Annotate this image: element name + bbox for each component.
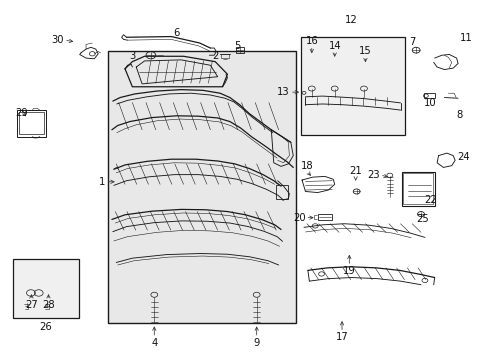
Text: 26: 26 [39, 322, 52, 332]
Bar [13, 259, 79, 318]
Bar [401, 172, 434, 206]
Text: 17: 17 [335, 332, 347, 342]
Bar [423, 93, 434, 98]
Text: 8: 8 [455, 111, 461, 121]
Text: 21: 21 [348, 166, 361, 176]
Text: 20: 20 [292, 213, 305, 222]
Text: 7: 7 [409, 37, 415, 47]
Text: 23: 23 [366, 170, 379, 180]
Bar [235, 47, 243, 53]
Bar [302, 90, 312, 96]
Text: 19: 19 [342, 266, 355, 276]
Text: 2: 2 [212, 51, 218, 61]
Text: 1: 1 [99, 177, 105, 187]
Text: 9: 9 [253, 338, 259, 348]
Bar [17, 110, 46, 137]
Text: 25: 25 [415, 215, 428, 224]
Bar [19, 112, 43, 134]
Text: 10: 10 [423, 98, 435, 108]
Text: 29: 29 [15, 108, 27, 118]
Text: 24: 24 [457, 152, 469, 162]
Text: 18: 18 [300, 161, 313, 171]
Text: 30: 30 [51, 35, 64, 45]
Text: 22: 22 [424, 195, 436, 205]
Text: 11: 11 [459, 33, 472, 43]
Bar [20, 280, 66, 304]
Text: 15: 15 [358, 46, 371, 56]
Text: 13: 13 [277, 87, 289, 97]
Text: 28: 28 [42, 300, 55, 310]
Bar [317, 215, 331, 220]
Text: 27: 27 [25, 300, 38, 310]
Bar [108, 51, 295, 323]
Bar [276, 185, 288, 199]
Text: 5: 5 [234, 41, 240, 50]
Text: 6: 6 [173, 28, 179, 38]
Text: 16: 16 [305, 36, 318, 45]
Bar [21, 282, 65, 303]
Bar [403, 173, 432, 204]
Text: 12: 12 [344, 15, 356, 26]
Text: 3: 3 [129, 51, 135, 61]
Text: 14: 14 [328, 41, 340, 51]
Bar [300, 37, 405, 135]
Text: 4: 4 [151, 338, 157, 348]
